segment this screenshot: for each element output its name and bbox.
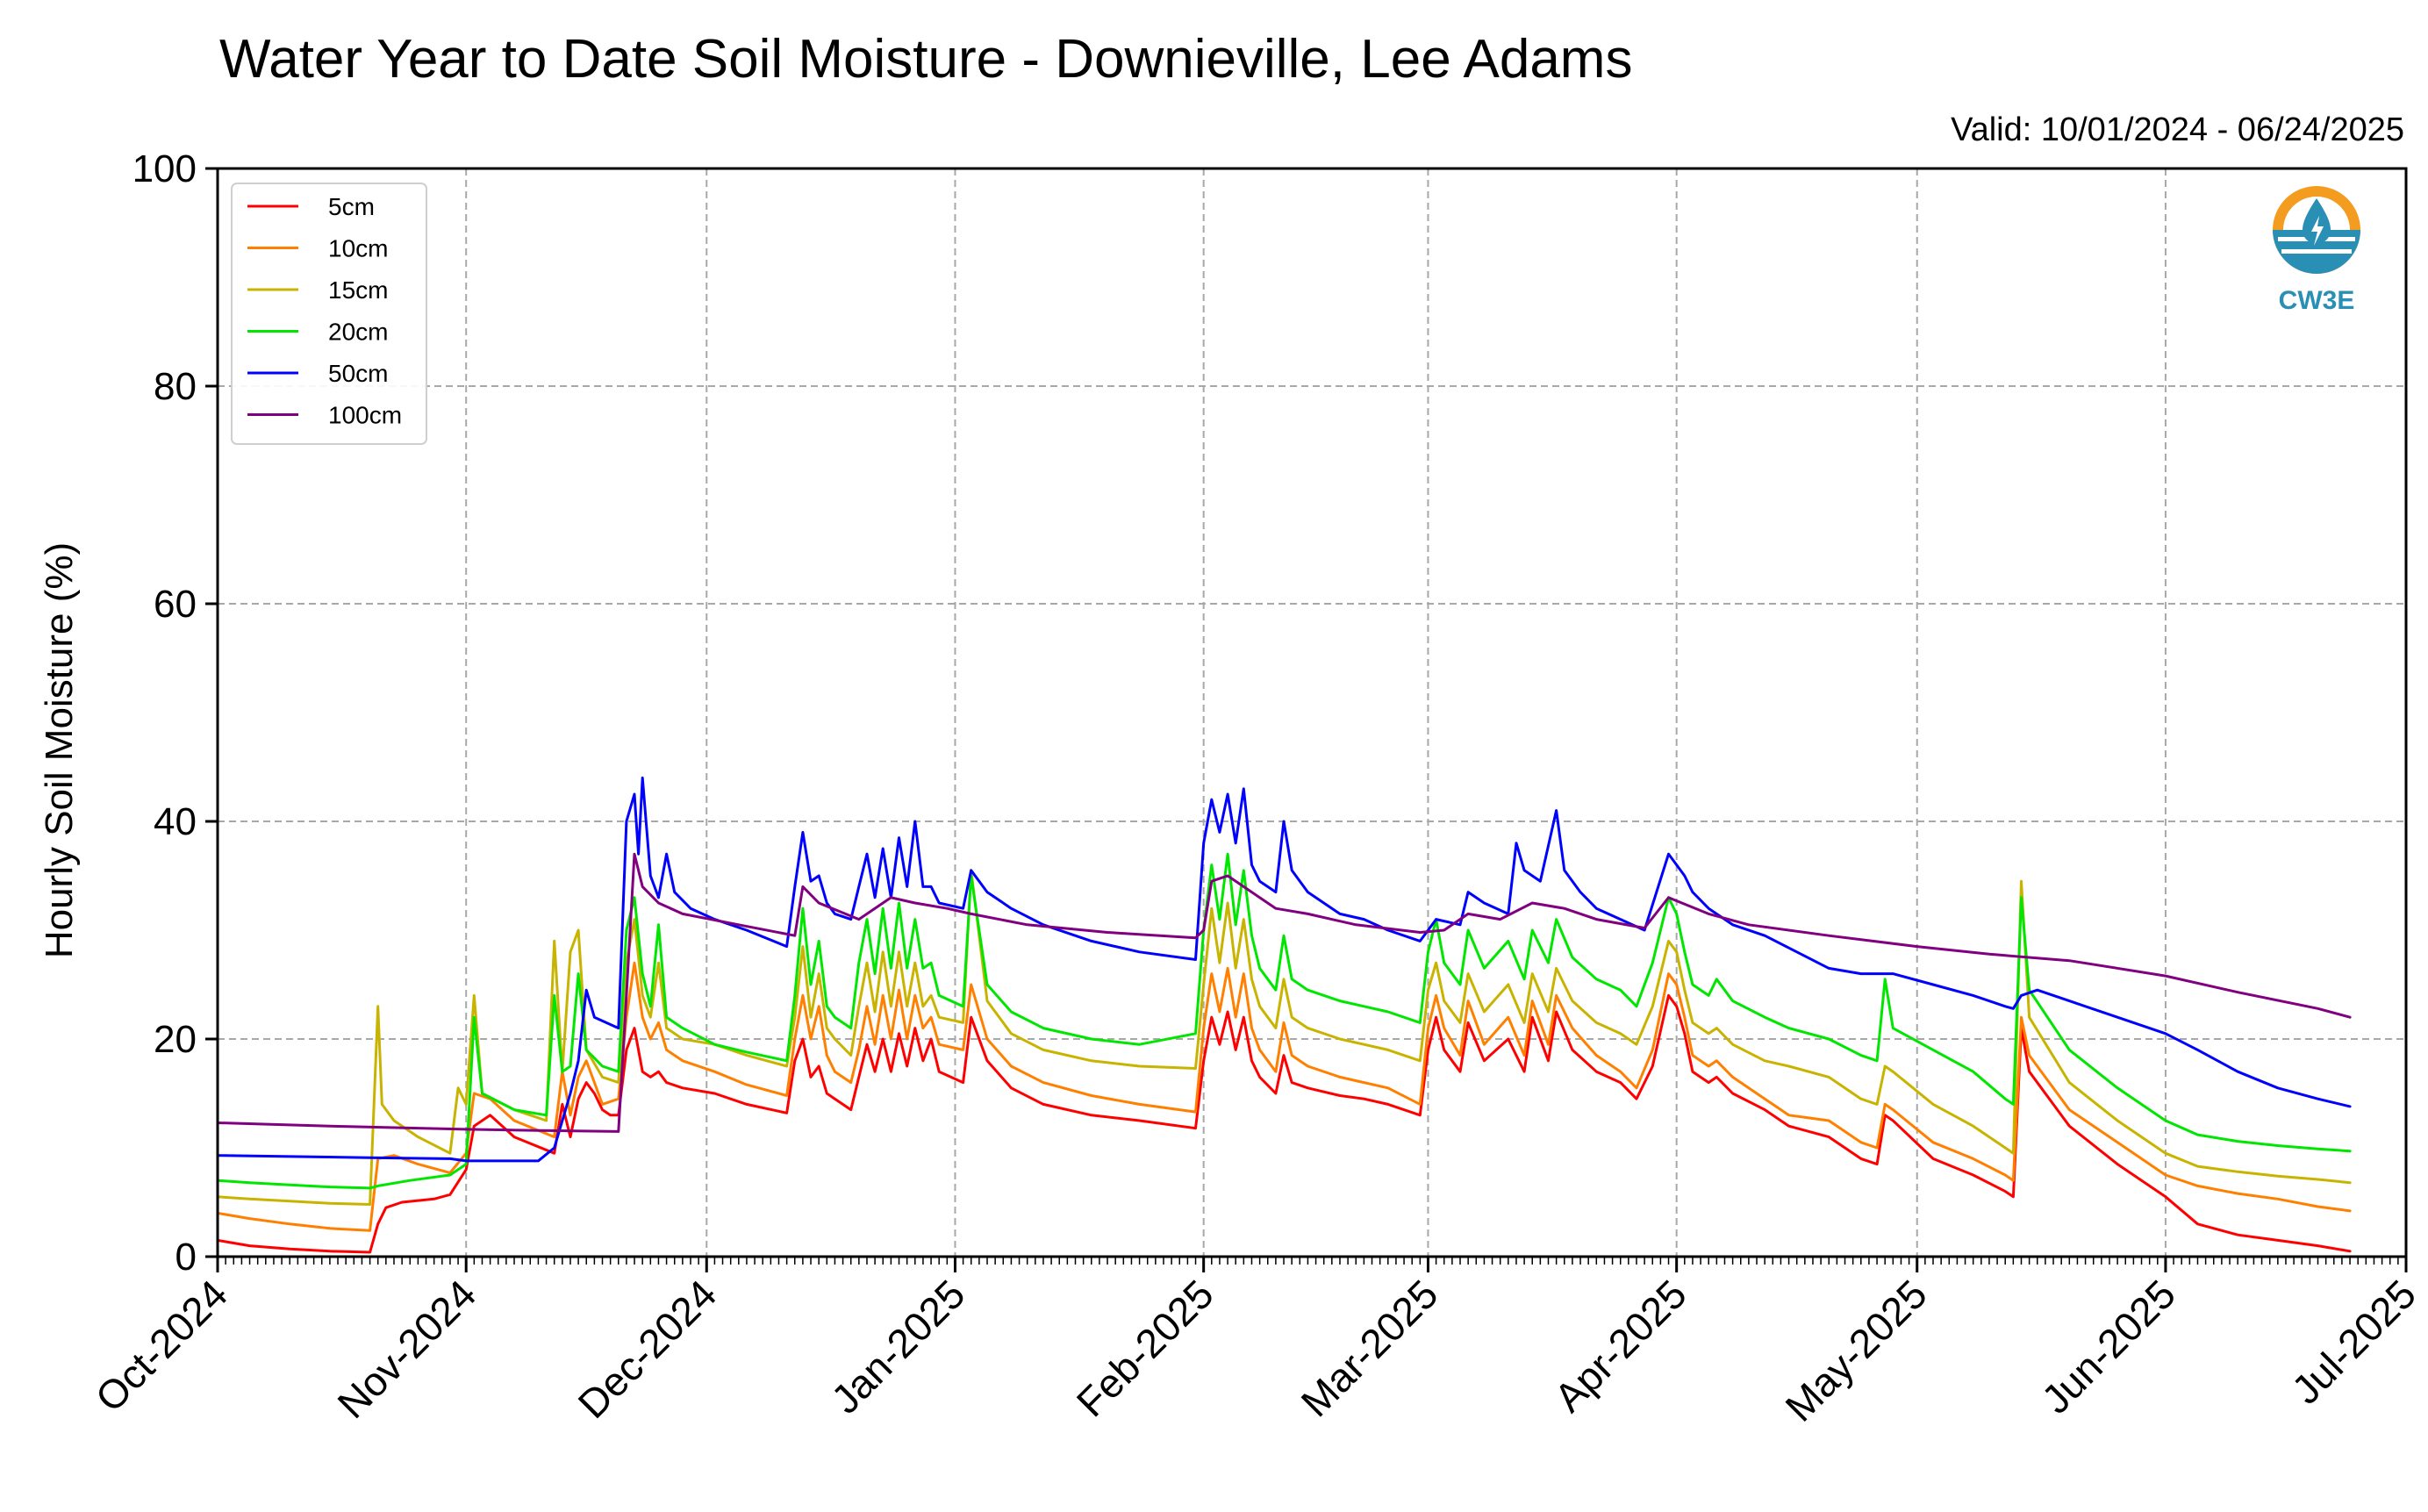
valid-date-range: Valid: 10/01/2024 - 06/24/2025 xyxy=(1951,111,2404,148)
x-tick-labels: Oct-2024 Nov-2024 Dec-2024 Jan-2025 Feb-2025… xyxy=(87,1271,2425,1430)
plot-frame xyxy=(216,167,2408,1258)
legend-label-15cm: 15cm xyxy=(328,276,388,304)
x-tick-label: Apr-2025 xyxy=(1545,1271,1695,1421)
x-tick-label: Jul-2025 xyxy=(2283,1271,2425,1413)
y-tick-label: 80 xyxy=(154,365,197,408)
series-line-15cm xyxy=(216,869,2352,1206)
y-tick-label: 0 xyxy=(175,1236,197,1279)
y-tick-label: 20 xyxy=(154,1018,197,1061)
x-tick-label: Oct-2024 xyxy=(87,1271,237,1421)
y-tick-label: 40 xyxy=(154,800,197,843)
grid-lines xyxy=(218,168,2406,1257)
chart-title: Water Year to Date Soil Moisture - Downi… xyxy=(219,29,1632,90)
cw3e-logo-text: CW3E xyxy=(2279,286,2355,315)
axis-ticks xyxy=(205,167,2408,1272)
y-tick-label: 60 xyxy=(154,583,197,626)
x-tick-label: Dec-2024 xyxy=(569,1271,726,1427)
series-line-10cm xyxy=(216,961,2352,1232)
series-line-20cm xyxy=(216,852,2352,1190)
legend-label-5cm: 5cm xyxy=(328,193,375,220)
cw3e-logo: CW3E xyxy=(2273,186,2360,315)
y-axis-label: Hourly Soil Moisture (%) xyxy=(38,542,81,958)
series-line-50cm xyxy=(216,776,2352,1163)
series-line-5cm xyxy=(216,993,2352,1254)
legend-label-50cm: 50cm xyxy=(328,360,388,387)
legend-label-100cm: 100cm xyxy=(328,402,402,429)
legend-label-20cm: 20cm xyxy=(328,319,388,346)
y-tick-labels: 0 20 40 60 80 100 xyxy=(133,147,197,1279)
x-tick-label: May-2025 xyxy=(1776,1271,1935,1430)
x-tick-label: Jan-2025 xyxy=(822,1271,973,1422)
series-lines xyxy=(216,776,2352,1254)
x-tick-label: Feb-2025 xyxy=(1068,1271,1222,1425)
y-tick-label: 100 xyxy=(133,147,197,190)
x-tick-label: Jun-2025 xyxy=(2033,1271,2184,1422)
series-line-100cm xyxy=(216,852,2352,1133)
legend: 5cm 10cm 15cm 20cm 50cm 100cm xyxy=(231,183,427,445)
legend-label-10cm: 10cm xyxy=(328,235,388,262)
x-tick-label: Mar-2025 xyxy=(1293,1271,1447,1425)
cw3e-logo-icon xyxy=(2273,186,2360,274)
x-tick-label: Nov-2024 xyxy=(328,1271,484,1427)
